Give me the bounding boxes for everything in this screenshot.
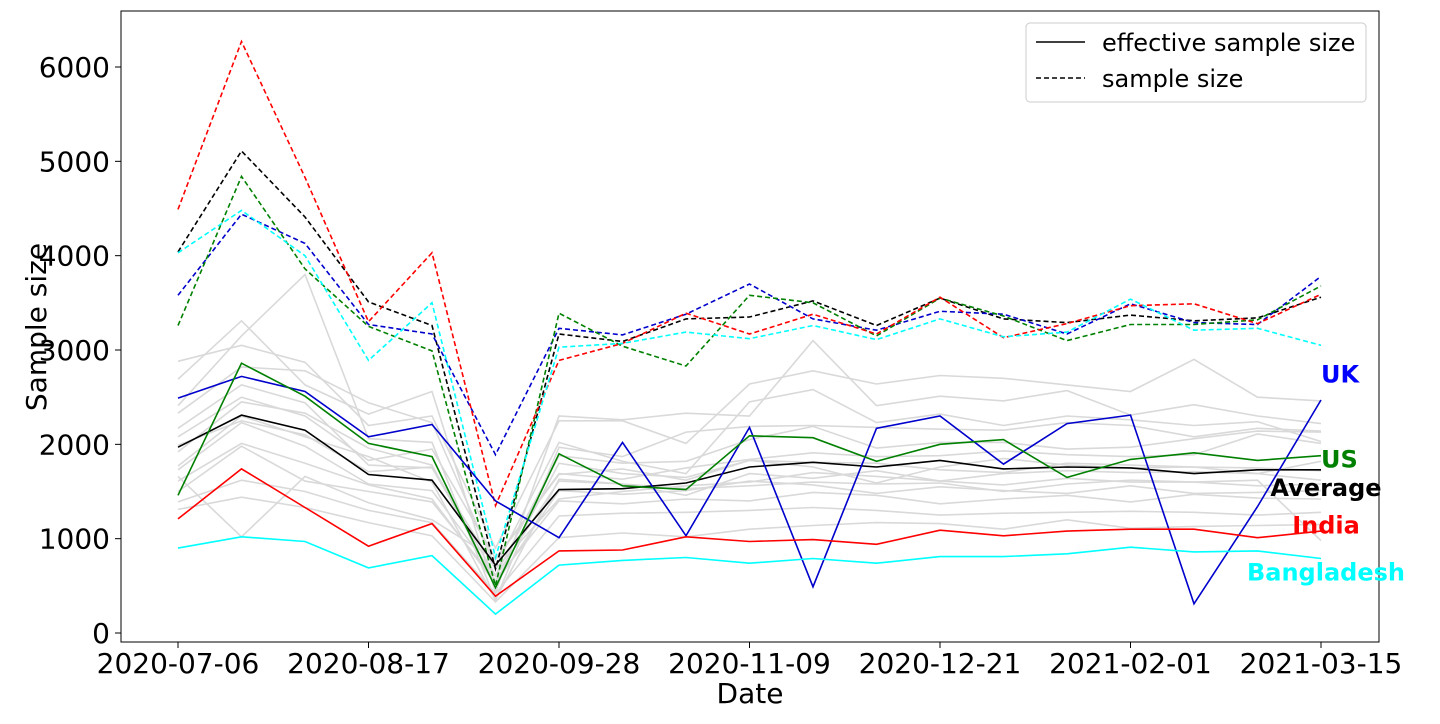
background-series-line: [177, 445, 1322, 582]
x-tick-label: 2021-02-01: [1049, 647, 1212, 680]
y-tick-label: 4000: [39, 240, 110, 273]
series-line-us-effective: [177, 362, 1322, 590]
background-series-line: [177, 366, 1322, 569]
series-line-average-effective: [177, 414, 1321, 567]
y-tick-label: 5000: [39, 145, 110, 178]
x-tick-label: 2020-07-06: [97, 647, 260, 680]
legend-box: [1025, 22, 1367, 103]
y-axis-label: Sample size: [20, 243, 53, 411]
series-label-uk: UK: [1321, 361, 1360, 389]
series-line-india-sample: [177, 39, 1322, 509]
x-tick-label: 2020-09-28: [478, 647, 641, 680]
x-tick-label: 2020-08-17: [287, 647, 450, 680]
background-series-group: [177, 273, 1322, 604]
x-tick-label: 2021-03-15: [1240, 647, 1403, 680]
series-line-uk-effective: [177, 375, 1322, 606]
series-label-us: US: [1321, 445, 1358, 473]
legend: effective sample size sample size: [1025, 22, 1367, 103]
background-series-line: [177, 419, 1322, 571]
series-label-india: India: [1292, 512, 1360, 540]
background-series-line: [177, 384, 1322, 578]
background-series-line: [177, 496, 1322, 604]
background-series-line: [177, 479, 1322, 595]
highlighted-series-group: [177, 39, 1322, 616]
background-series-line: [177, 415, 1322, 602]
background-series-line: [177, 442, 1322, 586]
y-axis: 0 1000 2000 3000 4000 5000 6000: [39, 51, 121, 650]
series-line-average-sample: [177, 149, 1322, 573]
series-label-average: Average: [1270, 474, 1381, 502]
series-line-bangladesh-effective: [177, 535, 1322, 616]
legend-label-sample: sample size: [1102, 65, 1243, 93]
background-series-line: [177, 421, 1322, 578]
y-tick-label: 1000: [39, 523, 110, 556]
x-axis-label: Date: [717, 677, 784, 710]
y-tick-label: 0: [92, 617, 110, 650]
background-series-line: [177, 344, 1322, 550]
y-tick-label: 3000: [39, 334, 110, 367]
x-tick-label: 2020-12-21: [859, 647, 1022, 680]
x-axis: 2020-07-06 2020-08-17 2020-09-28 2020-11-09…: [97, 642, 1403, 680]
background-series-line: [177, 396, 1322, 560]
series-line-uk-sample: [177, 213, 1322, 457]
series-line-us-sample: [177, 174, 1322, 587]
x-tick-label: 2020-11-09: [668, 647, 831, 680]
series-label-bangladesh: Bangladesh: [1247, 559, 1405, 587]
series-line-india-effective: [177, 467, 1322, 598]
series-line-bangladesh-sample: [177, 209, 1322, 561]
y-tick-label: 2000: [39, 428, 110, 461]
y-tick-label: 6000: [39, 51, 110, 84]
plot-area-frame: [120, 10, 1380, 643]
legend-label-effective: effective sample size: [1102, 29, 1355, 57]
